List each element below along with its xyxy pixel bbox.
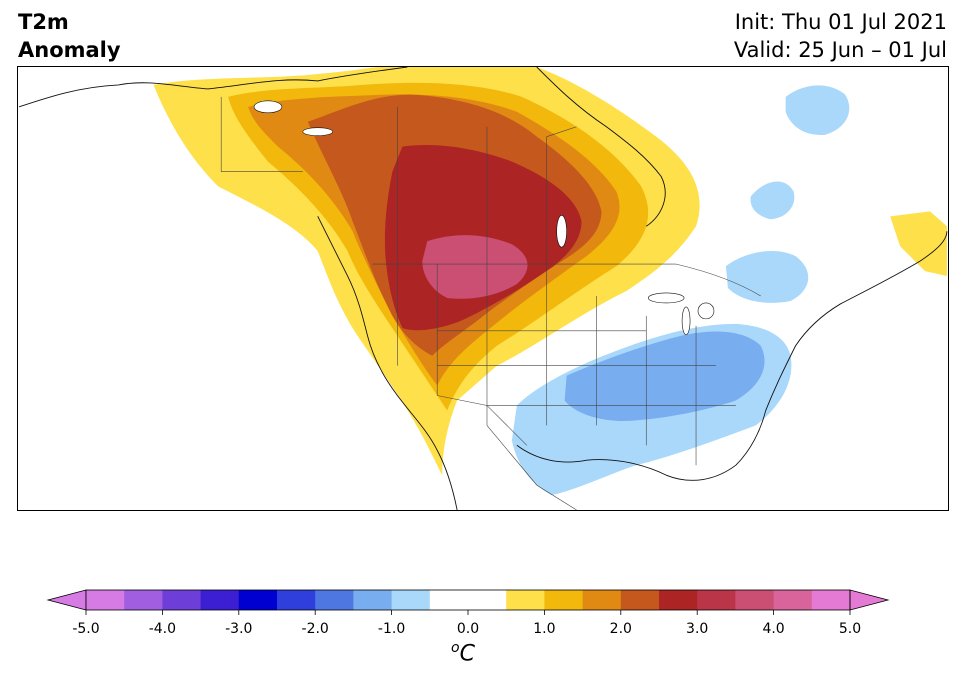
colorbar-tick-label: 2.0 [609, 621, 632, 637]
colorbar-swatch [277, 590, 316, 610]
colorbar-tick-label: -1.0 [377, 621, 406, 637]
colorbar-swatch [86, 590, 125, 610]
warm-anomaly-right-edge [890, 211, 947, 277]
cool-anomaly-core [564, 331, 765, 422]
colorbar-over-arrow [849, 589, 890, 611]
cool-anomaly-layers [511, 85, 850, 496]
colorbar-tick-label: -2.0 [301, 621, 329, 637]
coastlines [18, 67, 948, 510]
valid-period: Valid: 25 Jun – 01 Jul [733, 38, 947, 62]
colorbar-tick-label: -5.0 [72, 621, 100, 637]
us-canada-border [372, 263, 761, 297]
colorbar-swatch [468, 590, 507, 610]
title-line-1: T2m [18, 10, 69, 34]
colorbar-swatch [659, 590, 698, 610]
colorbar-swatch [735, 590, 775, 610]
colorbar-tick-label: -3.0 [225, 621, 253, 637]
cool-anomaly-great-lakes [725, 250, 809, 303]
province-lines [220, 96, 577, 265]
colorbar-swatch [544, 590, 584, 610]
unit-degree: o [451, 640, 460, 656]
anomaly-map [17, 66, 949, 511]
west-coast [317, 216, 458, 510]
colorbar-swatch [238, 590, 278, 610]
colorbar-tick-label: 1.0 [533, 621, 556, 637]
borders [220, 96, 761, 510]
colorbar-swatches [46, 589, 890, 615]
lake-winnipeg [556, 215, 567, 248]
colorbar-swatch [506, 590, 545, 610]
colorbar-swatch [200, 590, 240, 610]
warm-anomaly-layers [153, 67, 947, 476]
colorbar-swatch [697, 590, 736, 610]
north-coast [18, 67, 408, 108]
lake-michigan [681, 306, 691, 336]
colorbar-tick-label: 3.0 [686, 621, 709, 637]
colorbar-swatch [811, 590, 851, 610]
map-title: T2m Anomaly [18, 8, 121, 64]
lake-huron [697, 302, 715, 320]
colorbar-tick-label: 0.0 [456, 621, 480, 637]
colorbar-tick-label: 5.0 [838, 621, 862, 637]
colorbar [46, 589, 890, 615]
cool-anomaly-quebec [750, 181, 795, 220]
title-line-2: Anomaly [18, 38, 121, 62]
colorbar-swatch [315, 590, 354, 610]
east-coast [765, 231, 948, 411]
lakes [253, 100, 715, 336]
colorbar-tick-label: -4.0 [148, 621, 177, 637]
colorbar-swatch [124, 590, 163, 610]
init-time: Init: Thu 01 Jul 2021 [734, 10, 947, 34]
unit-symbol: C [459, 641, 475, 667]
colorbar-tick-label: 4.0 [762, 621, 785, 637]
colorbar-under-arrow [46, 589, 87, 611]
warm-anomaly-4.0 [422, 235, 528, 299]
great-slave-lake [302, 127, 333, 136]
colorbar-swatch [582, 590, 622, 610]
colorbar-swatch [773, 590, 813, 610]
state-lines [397, 264, 736, 466]
colorbar-swatch [162, 590, 202, 610]
run-info: Init: Thu 01 Jul 2021 Valid: 25 Jun – 01… [734, 8, 947, 64]
colorbar-swatch [353, 590, 393, 610]
colorbar-swatch [429, 590, 469, 610]
mexico-lines [437, 395, 577, 510]
great-bear-lake [253, 100, 283, 114]
colorbar-swatch [620, 590, 660, 610]
hudson-bay [536, 67, 666, 227]
cool-anomaly-labrador [785, 85, 850, 135]
colorbar-swatch [391, 590, 431, 610]
colorbar-unit: oC [451, 640, 475, 666]
lake-superior [647, 292, 685, 304]
gulf-coast [516, 410, 767, 481]
